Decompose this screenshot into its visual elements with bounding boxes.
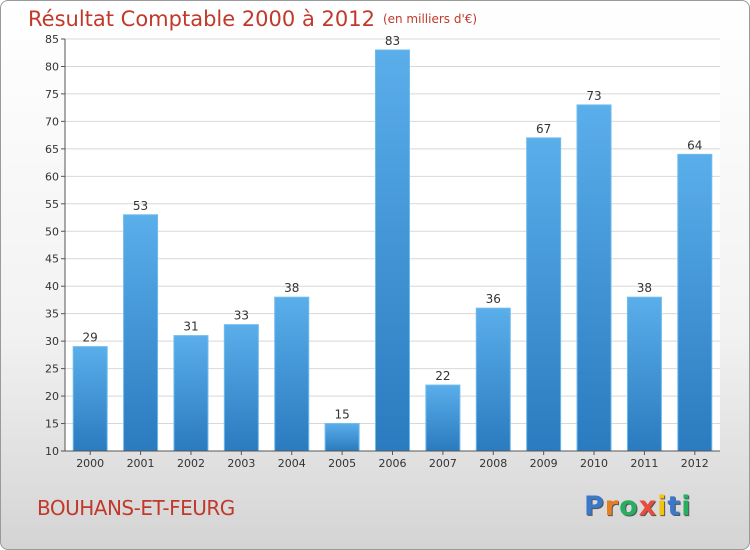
x-tick-label: 2007 — [429, 457, 457, 470]
bar-value-label: 53 — [133, 199, 148, 213]
logo-letter: i — [657, 491, 668, 522]
y-tick-label: 10 — [45, 445, 59, 458]
y-tick-label: 55 — [45, 198, 59, 211]
bar-value-label: 29 — [83, 331, 98, 345]
bar — [626, 296, 662, 452]
y-tick-label: 65 — [45, 143, 59, 156]
logo-letter: x — [638, 491, 658, 522]
y-tick-label: 75 — [45, 88, 59, 101]
y-tick-label: 45 — [45, 253, 59, 266]
proxiti-logo: Proxiti — [584, 491, 692, 522]
bar-value-label: 33 — [234, 309, 249, 323]
bar — [425, 384, 461, 452]
bar — [72, 346, 108, 452]
bar — [123, 214, 159, 452]
y-tick-label: 35 — [45, 308, 59, 321]
y-tick-label: 85 — [45, 33, 59, 46]
x-tick-label: 2005 — [328, 457, 356, 470]
logo-letter: P — [584, 491, 605, 522]
x-tick-label: 2003 — [227, 457, 255, 470]
bar-value-label: 36 — [486, 292, 501, 306]
bar — [173, 335, 209, 452]
x-tick-label: 2011 — [630, 457, 658, 470]
bar-value-label: 31 — [183, 320, 198, 334]
chart-title-text: Résultat Comptable 2000 à 2012 — [28, 7, 375, 31]
logo-letter: t — [667, 491, 682, 522]
bar-value-label: 22 — [435, 369, 450, 383]
x-tick-label: 2010 — [580, 457, 608, 470]
bar-value-label: 15 — [334, 408, 349, 422]
commune-name: BOUHANS-ET-FEURG — [37, 496, 235, 520]
bar — [375, 49, 410, 452]
chart-title: Résultat Comptable 2000 à 2012 (en millie… — [28, 7, 477, 31]
logo-letter: o — [619, 491, 639, 522]
logo-letter: r — [604, 491, 620, 522]
y-tick-label: 30 — [45, 335, 59, 348]
y-tick-label: 80 — [45, 60, 59, 73]
bar-value-label: 64 — [687, 138, 702, 152]
y-tick-label: 40 — [45, 280, 59, 293]
bar — [274, 296, 310, 452]
x-tick-label: 2001 — [127, 457, 155, 470]
x-tick-label: 2002 — [177, 457, 205, 470]
y-tick-label: 50 — [45, 225, 59, 238]
x-tick-label: 2006 — [379, 457, 407, 470]
x-tick-label: 2000 — [76, 457, 104, 470]
y-tick-label: 60 — [45, 170, 59, 183]
y-tick-label: 70 — [45, 115, 59, 128]
bar-value-label: 73 — [586, 89, 601, 103]
x-tick-label: 2009 — [530, 457, 558, 470]
bar — [475, 307, 511, 452]
bar-value-label: 83 — [385, 34, 400, 48]
y-tick-label: 25 — [45, 363, 59, 376]
y-tick-label: 20 — [45, 390, 59, 403]
logo-letter: i — [681, 491, 692, 522]
y-tick-label: 15 — [45, 418, 59, 431]
chart-subtitle: (en milliers d'€) — [382, 12, 478, 26]
x-tick-label: 2012 — [681, 457, 709, 470]
x-tick-label: 2004 — [278, 457, 306, 470]
bar — [576, 104, 612, 452]
bar — [223, 324, 259, 452]
bar-value-label: 67 — [536, 122, 551, 136]
bar-value-label: 38 — [637, 281, 652, 295]
bar — [324, 423, 360, 452]
x-tick-label: 2008 — [479, 457, 507, 470]
bar-value-label: 38 — [284, 281, 299, 295]
bar — [526, 137, 562, 452]
bar — [677, 153, 713, 452]
